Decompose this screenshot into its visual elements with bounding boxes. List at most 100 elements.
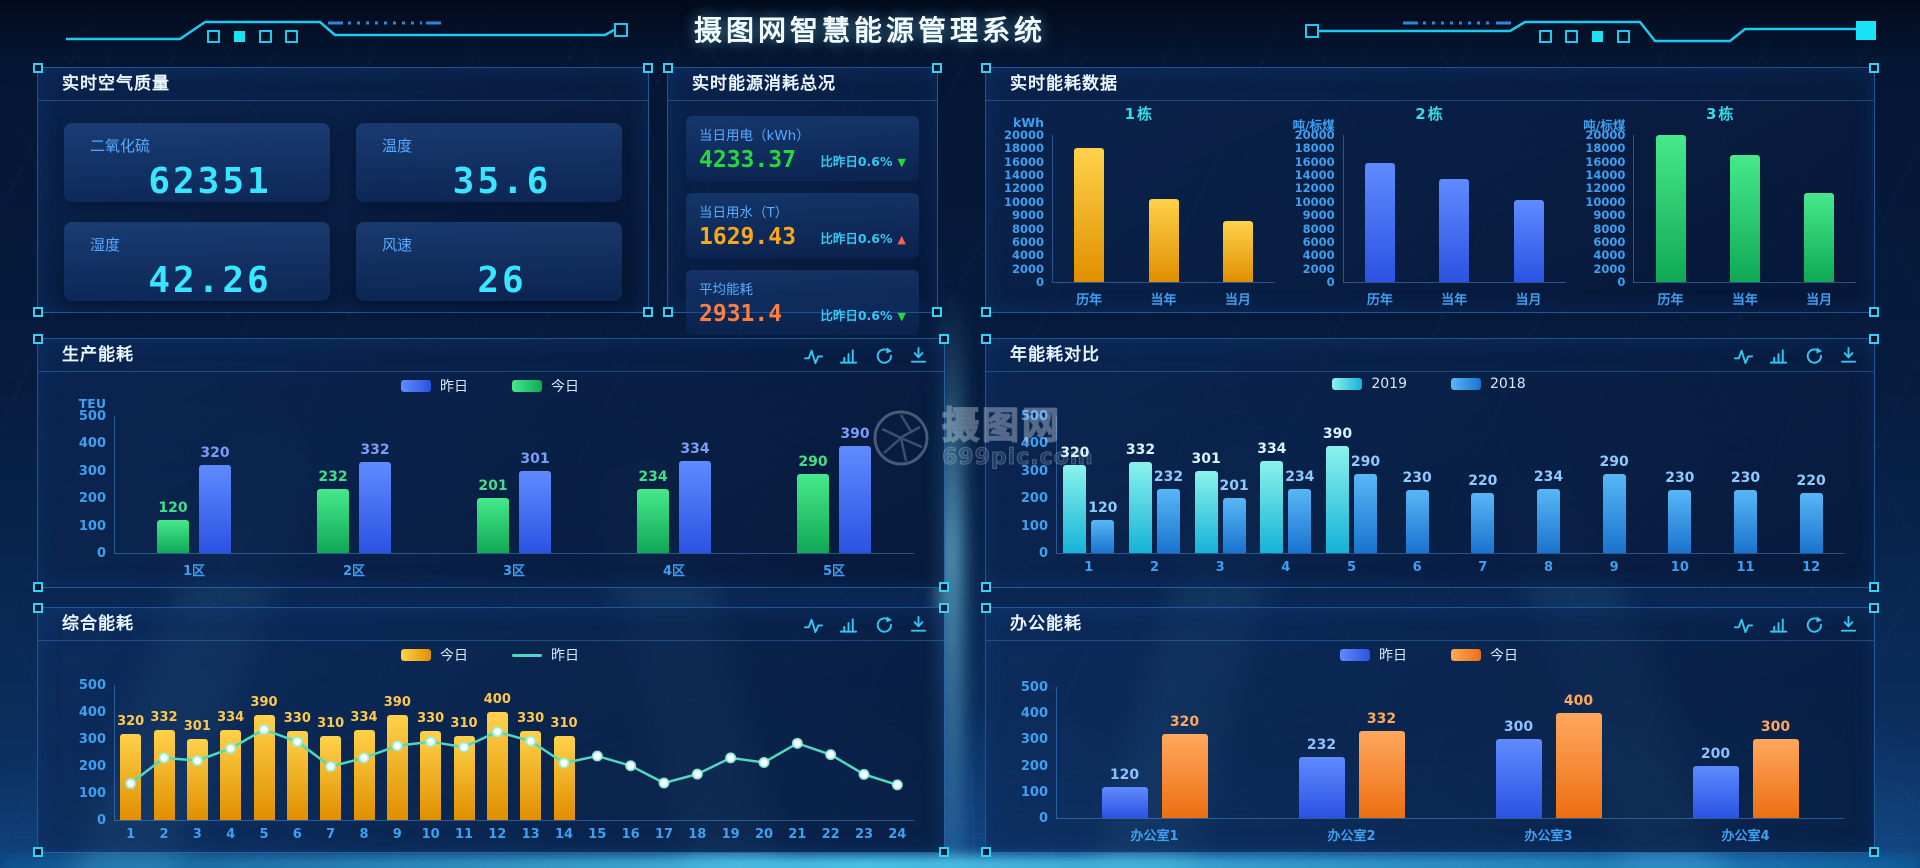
bar[interactable] [1194, 470, 1218, 553]
download-icon[interactable] [1839, 346, 1858, 365]
bar[interactable] [1668, 489, 1692, 553]
bar-chart-icon[interactable] [839, 346, 858, 365]
line-point[interactable] [891, 779, 903, 791]
refresh-icon[interactable] [1804, 615, 1823, 634]
bar[interactable] [1602, 473, 1626, 553]
bar[interactable] [1752, 739, 1799, 818]
legend-item[interactable]: 昨日 [1340, 645, 1407, 665]
bar-chart-icon[interactable] [1769, 346, 1788, 365]
bar[interactable] [1555, 713, 1602, 818]
line-point[interactable] [625, 760, 637, 772]
refresh-icon[interactable] [1804, 346, 1823, 365]
line-point[interactable] [458, 741, 470, 753]
line-point[interactable] [791, 737, 803, 749]
bar[interactable] [1091, 520, 1115, 553]
legend-item[interactable]: 今日 [401, 645, 468, 665]
bar[interactable] [1364, 163, 1395, 282]
bar[interactable] [1157, 489, 1180, 553]
bar[interactable] [553, 736, 575, 820]
bar[interactable] [797, 473, 829, 553]
legend-item[interactable]: 昨日 [401, 376, 468, 396]
bar[interactable] [420, 730, 442, 820]
bar[interactable] [1734, 489, 1757, 553]
bar[interactable] [220, 729, 242, 820]
bar[interactable] [1358, 731, 1405, 818]
bar[interactable] [1729, 155, 1760, 282]
line-point[interactable] [591, 750, 603, 762]
bar[interactable] [1513, 200, 1544, 282]
download-icon[interactable] [909, 615, 928, 634]
bar[interactable] [1161, 734, 1208, 818]
bar[interactable] [1495, 739, 1542, 818]
line-point[interactable] [658, 777, 670, 789]
bar[interactable] [453, 736, 475, 820]
bar[interactable] [386, 714, 408, 820]
line-point[interactable] [258, 724, 270, 736]
legend-item[interactable]: 昨日 [512, 645, 579, 665]
bar[interactable] [679, 461, 711, 553]
bar[interactable] [486, 712, 508, 820]
line-point[interactable] [825, 749, 837, 761]
bar[interactable] [1692, 765, 1739, 818]
bar[interactable] [1655, 135, 1686, 282]
bar[interactable] [286, 730, 308, 820]
bar[interactable] [317, 489, 349, 553]
bar-chart-icon[interactable] [839, 615, 858, 634]
bar[interactable] [1439, 179, 1470, 282]
line-point[interactable] [525, 735, 537, 747]
bar[interactable] [839, 446, 871, 553]
bar[interactable] [157, 520, 189, 553]
bar[interactable] [1148, 199, 1179, 282]
line-point[interactable] [325, 761, 337, 773]
line-point[interactable] [691, 768, 703, 780]
line-chart-icon[interactable] [804, 615, 823, 634]
bar[interactable] [1063, 465, 1087, 553]
line-point[interactable] [725, 752, 737, 764]
bar[interactable] [1799, 492, 1823, 553]
bar[interactable] [637, 488, 669, 553]
bar[interactable] [1074, 148, 1105, 282]
bar[interactable] [1129, 462, 1152, 553]
bar[interactable] [153, 730, 175, 820]
line-point[interactable] [291, 736, 303, 748]
bar[interactable] [359, 462, 391, 553]
line-point[interactable] [358, 752, 370, 764]
line-point[interactable] [391, 740, 403, 752]
bar[interactable] [1804, 193, 1835, 282]
bar[interactable] [1101, 786, 1148, 818]
line-point[interactable] [491, 726, 503, 738]
line-point[interactable] [225, 742, 237, 754]
bar-chart-icon[interactable] [1769, 615, 1788, 634]
download-icon[interactable] [1839, 615, 1858, 634]
bar[interactable] [353, 729, 375, 820]
bar[interactable] [519, 470, 551, 553]
line-chart-icon[interactable] [1734, 615, 1753, 634]
bar[interactable] [320, 736, 342, 820]
line-point[interactable] [425, 736, 437, 748]
refresh-icon[interactable] [874, 615, 893, 634]
bar[interactable] [1326, 446, 1349, 553]
bar[interactable] [1222, 220, 1253, 282]
refresh-icon[interactable] [874, 346, 893, 365]
bar[interactable] [477, 497, 509, 553]
bar[interactable] [1405, 489, 1429, 553]
bar[interactable] [1537, 488, 1560, 553]
bar[interactable] [199, 465, 231, 553]
legend-item[interactable]: 2018 [1451, 376, 1526, 392]
line-chart-icon[interactable] [1734, 346, 1753, 365]
bar[interactable] [120, 733, 142, 820]
download-icon[interactable] [909, 346, 928, 365]
legend-item[interactable]: 2019 [1332, 376, 1407, 392]
line-point[interactable] [125, 778, 137, 790]
bar[interactable] [520, 730, 542, 820]
bar[interactable] [1260, 461, 1284, 553]
line-chart-icon[interactable] [804, 346, 823, 365]
line-point[interactable] [158, 752, 170, 764]
bar[interactable] [1298, 757, 1345, 818]
bar[interactable] [1222, 497, 1246, 553]
bar[interactable] [1471, 492, 1495, 553]
legend-item[interactable]: 今日 [1451, 645, 1518, 665]
legend-item[interactable]: 今日 [512, 376, 579, 396]
line-point[interactable] [558, 757, 570, 769]
bar[interactable] [253, 714, 275, 820]
